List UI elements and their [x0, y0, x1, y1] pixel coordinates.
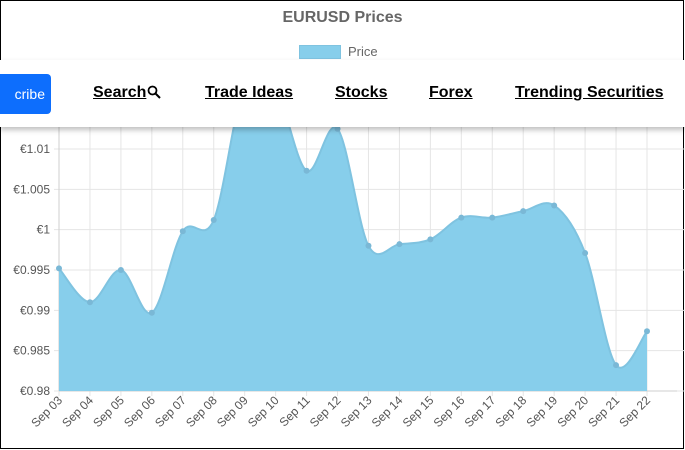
chart-title: EURUSD Prices	[282, 9, 403, 26]
y-tick-label: €0.99	[20, 303, 50, 317]
x-tick-label: Sep 05	[90, 393, 127, 430]
x-tick-label: Sep 07	[152, 393, 189, 430]
price-point[interactable]	[644, 328, 650, 335]
x-tick-label: Sep 09	[214, 393, 251, 430]
subscribe-button[interactable]: cribe	[0, 74, 51, 114]
top-navbar: cribe Search Trade Ideas Stocks Forex Tr…	[0, 60, 685, 127]
price-point[interactable]	[210, 216, 217, 223]
nav-link-forex[interactable]: Forex	[429, 84, 473, 101]
y-tick-label: €1.01	[20, 142, 50, 156]
search-icon[interactable]	[147, 85, 161, 99]
price-point[interactable]	[179, 228, 186, 235]
x-tick-label: Sep 11	[277, 393, 313, 429]
x-tick-label: Sep 03	[28, 393, 65, 430]
x-tick-label: Sep 04	[59, 393, 96, 430]
price-point[interactable]	[86, 299, 93, 306]
price-point[interactable]	[613, 362, 620, 369]
price-point[interactable]	[365, 242, 372, 249]
chart-legend[interactable]: Price	[299, 44, 378, 59]
x-tick-label: Sep 06	[121, 393, 158, 430]
nav-link-trade-ideas[interactable]: Trade Ideas	[205, 84, 294, 101]
x-tick-label: Sep 16	[431, 393, 468, 430]
price-point[interactable]	[303, 167, 310, 174]
x-tick-label: Sep 22	[616, 393, 653, 430]
price-point[interactable]	[334, 125, 341, 132]
price-point[interactable]	[489, 214, 496, 221]
price-point[interactable]	[520, 208, 527, 215]
x-tick-label: Sep 14	[369, 393, 406, 430]
legend-swatch	[299, 44, 341, 59]
y-axis-ticks: €0.98 €0.985 €0.99 €0.995 €1 €1.005 €1.01	[13, 142, 50, 398]
y-tick-label: €1	[37, 223, 51, 237]
price-point[interactable]	[458, 214, 465, 221]
price-area-fill	[59, 72, 647, 391]
price-point[interactable]	[427, 236, 434, 243]
price-point[interactable]	[396, 241, 403, 248]
y-tick-label: €0.98	[20, 384, 50, 398]
x-tick-label: Sep 13	[338, 393, 375, 430]
price-point[interactable]	[117, 267, 124, 273]
x-tick-label: Sep 15	[400, 393, 437, 430]
legend-label: Price	[348, 44, 378, 59]
x-tick-label: Sep 19	[523, 393, 560, 430]
y-tick-label: €0.985	[13, 344, 50, 358]
x-tick-label: Sep 17	[462, 393, 499, 430]
price-point[interactable]	[56, 265, 62, 272]
price-point[interactable]	[551, 202, 558, 209]
x-tick-label: Sep 21	[585, 393, 622, 430]
x-tick-label: Sep 08	[183, 393, 220, 430]
x-tick-label: Sep 18	[493, 393, 530, 430]
nav-link-trending-securities[interactable]: Trending Securities	[515, 84, 664, 101]
y-tick-label: €0.995	[13, 263, 50, 277]
x-tick-label: Sep 20	[554, 393, 591, 430]
price-point[interactable]	[582, 250, 589, 257]
price-point[interactable]	[148, 309, 155, 316]
x-tick-label: Sep 10	[245, 393, 282, 430]
nav-link-search[interactable]: Search	[93, 84, 147, 101]
y-tick-label: €1.005	[13, 182, 50, 196]
x-tick-label: Sep 12	[307, 393, 344, 430]
nav-link-stocks[interactable]: Stocks	[335, 84, 388, 101]
